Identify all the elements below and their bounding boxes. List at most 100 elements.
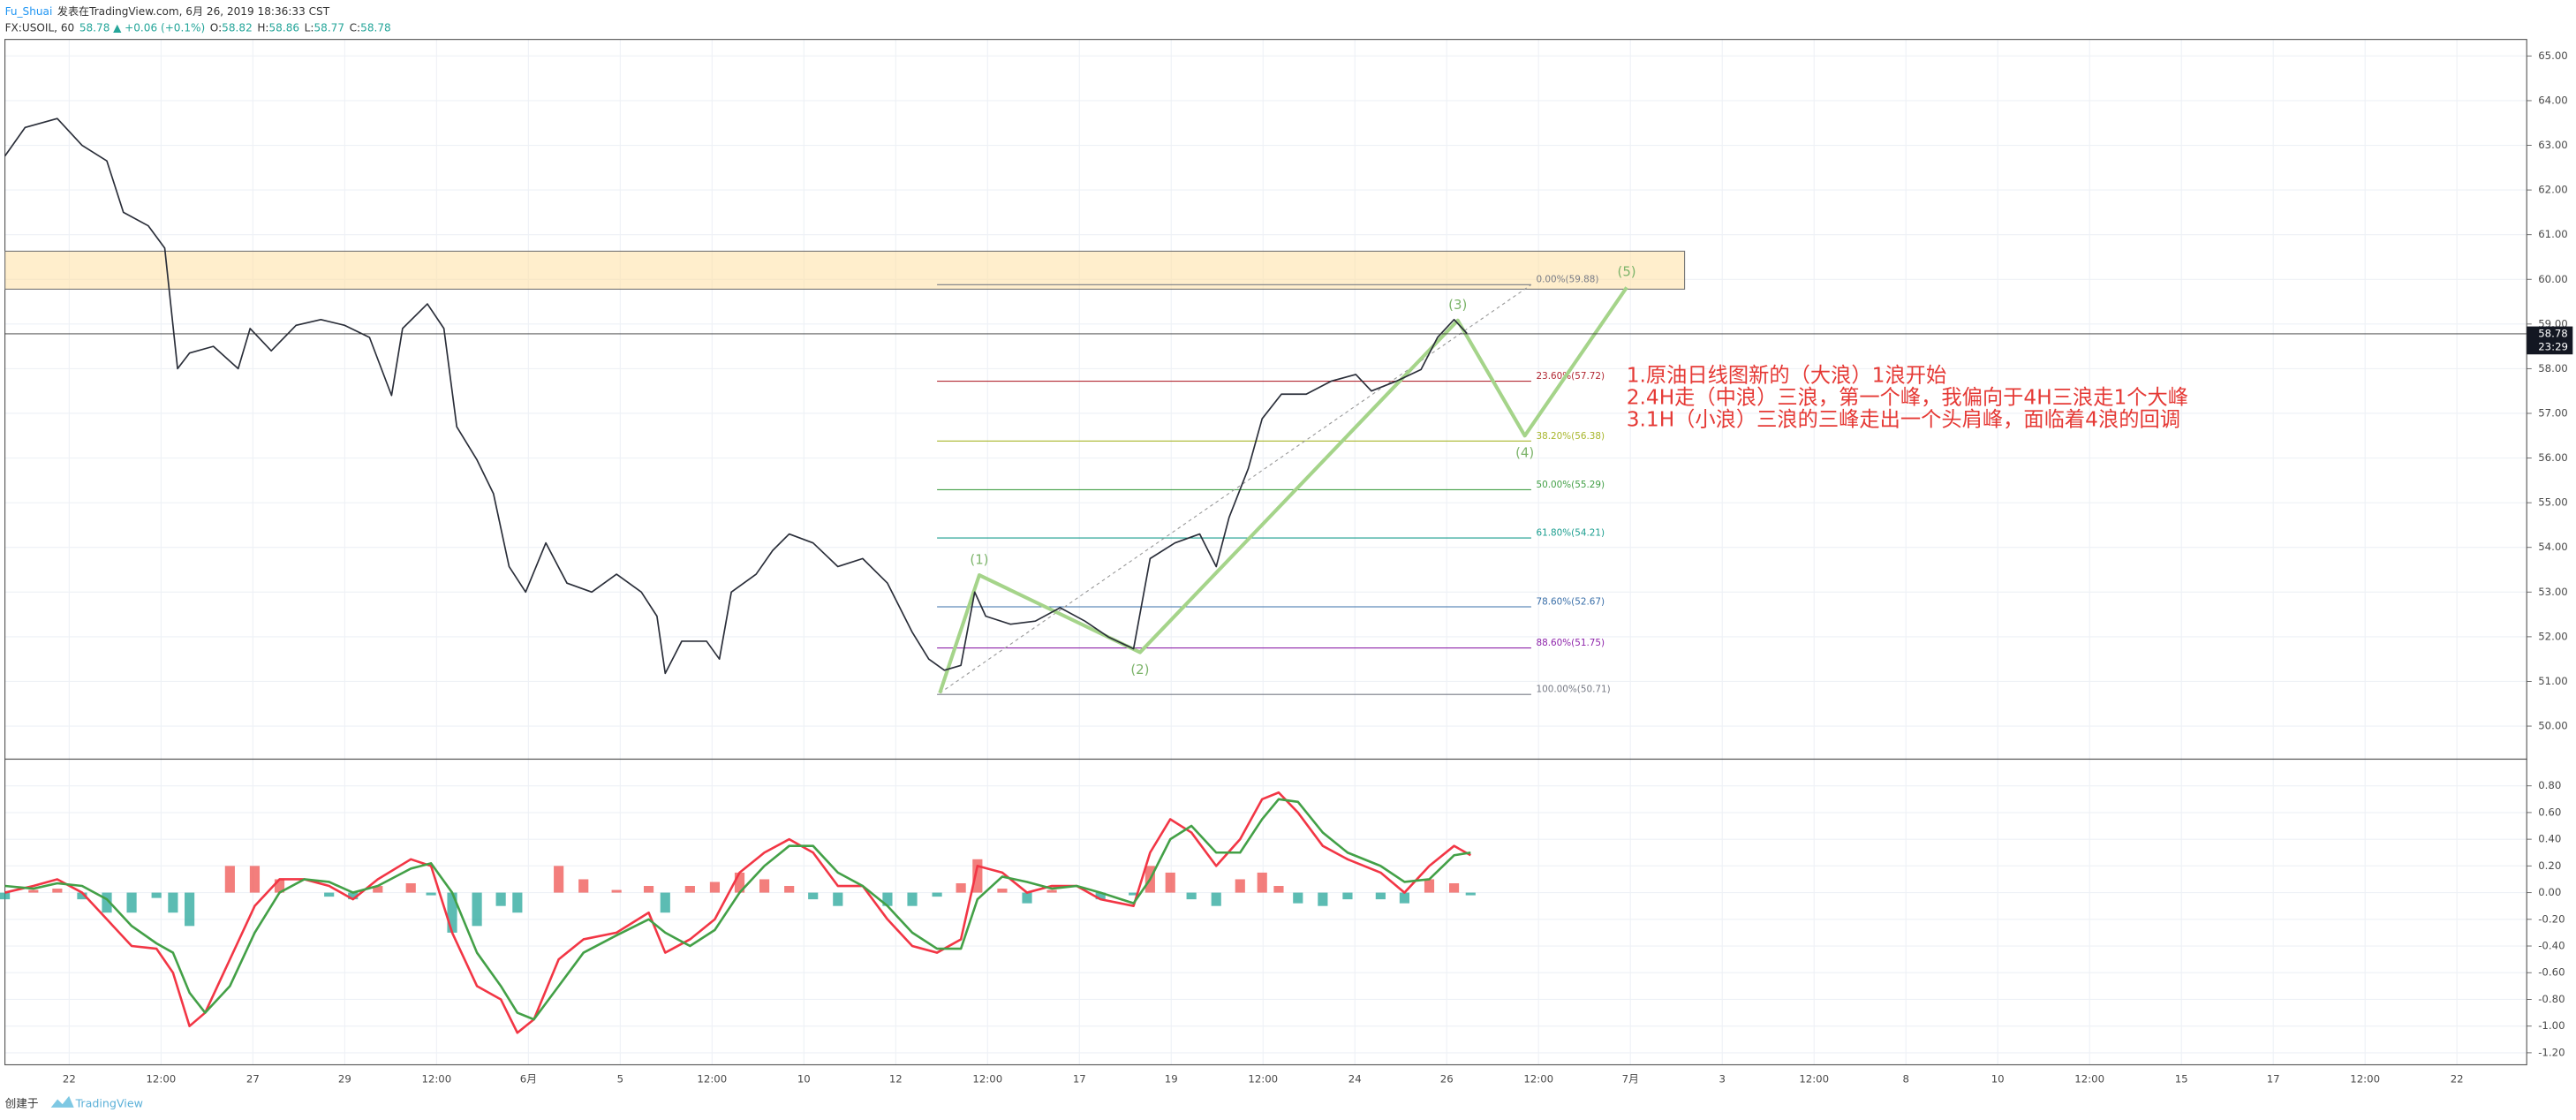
countdown-label: 23:29 — [2538, 340, 2568, 352]
x-tick-label: 22 — [2451, 1073, 2464, 1086]
macd-histogram-bar — [348, 892, 359, 900]
x-tick-label: 5 — [617, 1073, 623, 1086]
x-tick-label: 12:00 — [697, 1073, 727, 1086]
x-tick-label: 19 — [1165, 1073, 1178, 1086]
published: 发表在TradingView.com, 6月 26, 2019 18:36:33… — [57, 4, 330, 18]
y-tick-label: -0.60 — [2538, 966, 2565, 979]
symbol: FX:USOIL, 60 — [5, 21, 75, 34]
macd-histogram-bar — [1318, 892, 1328, 906]
macd-histogram-bar — [1095, 892, 1106, 900]
fib-label: 23.60%(57.72) — [1537, 371, 1605, 382]
x-tick-label: 12:00 — [2074, 1073, 2104, 1086]
wave-label: (2) — [1130, 662, 1149, 677]
x-tick-label: 10 — [1991, 1073, 2005, 1086]
fib-label: 50.00%(55.29) — [1537, 480, 1605, 490]
trend-line — [939, 284, 1532, 694]
y-tick-label: 53.00 — [2538, 586, 2568, 598]
y-tick-label: 52.00 — [2538, 630, 2568, 642]
macd-histogram-bar — [52, 889, 63, 893]
annotation: 3.1H（小浪）三浪的三峰走出一个头肩峰，面临着4浪的回调 — [1627, 408, 2180, 432]
macd-histogram-bar — [956, 882, 966, 893]
x-tick-label: 6月 — [520, 1073, 537, 1086]
y-tick-label: 58.00 — [2538, 362, 2568, 375]
macd-histogram-bar — [426, 892, 436, 896]
macd-histogram-bar — [554, 866, 564, 893]
supply-zone — [4, 250, 1686, 290]
y-tick-label: 50.00 — [2538, 720, 2568, 732]
macd-histogram-bar — [643, 886, 654, 893]
y-tick-label: 62.00 — [2538, 184, 2568, 196]
macd-histogram-bar — [833, 892, 843, 906]
y-tick-label: 54.00 — [2538, 541, 2568, 553]
macd-histogram-bar — [611, 889, 622, 893]
annotation: 1.原油日线图新的（大浪）1浪开始 — [1627, 364, 1946, 388]
x-tick-label: 15 — [2175, 1073, 2188, 1086]
ohlc-value: 58.77 — [314, 21, 344, 34]
macd-histogram-bar — [660, 892, 670, 913]
macd-histogram-bar — [1165, 872, 1175, 893]
y-tick-label: 56.00 — [2538, 451, 2568, 464]
macd-histogram-bar — [1424, 879, 1435, 893]
x-tick-label: 12:00 — [1799, 1073, 1829, 1086]
x-tick-label: 12:00 — [146, 1073, 176, 1086]
macd-histogram-bar — [709, 882, 721, 893]
author: Fu_Shuai — [5, 5, 53, 18]
macd-histogram-bar — [1448, 882, 1460, 893]
x-tick-label: 7月 — [1622, 1073, 1639, 1086]
x-tick-label: 10 — [797, 1073, 811, 1086]
y-tick-label: 0.20 — [2538, 859, 2561, 872]
macd-histogram-bar — [1186, 892, 1197, 900]
macd-histogram-bar — [77, 892, 87, 900]
y-tick-label: -1.20 — [2538, 1046, 2565, 1058]
y-tick-label: 57.00 — [2538, 406, 2568, 419]
y-tick-label: 63.00 — [2538, 139, 2568, 151]
macd-histogram-bar — [997, 889, 1008, 893]
y-tick-label: 0.00 — [2538, 886, 2561, 898]
x-tick-label: 12:00 — [1248, 1073, 1278, 1086]
x-tick-label: 12:00 — [2350, 1073, 2380, 1086]
macd-histogram-bar — [784, 886, 795, 893]
x-tick-label: 12 — [889, 1073, 903, 1086]
x-tick-label: 17 — [2267, 1073, 2280, 1086]
macd-histogram-bar — [28, 889, 39, 893]
fib-label: 0.00%(59.88) — [1537, 275, 1599, 285]
macd-histogram-bar — [0, 892, 11, 900]
macd-histogram-bar — [1046, 889, 1057, 893]
annotation: 2.4H走（中浪）三浪，第一个峰，我偏向于4H三浪走1个大峰 — [1627, 386, 2188, 410]
macd-histogram-bar — [224, 866, 235, 893]
fib-label: 100.00%(50.71) — [1537, 685, 1611, 695]
macd-histogram-bar — [808, 892, 819, 900]
macd-histogram-bar — [102, 892, 112, 913]
arrow: ▲ — [113, 21, 122, 34]
macd-histogram-bar — [1273, 886, 1284, 893]
wave-line — [938, 286, 1628, 694]
macd-histogram-bar — [249, 866, 261, 893]
ohlc-value: 58.86 — [269, 21, 300, 34]
header-line-1: Fu_Shuai 发表在TradingView.com, 6月 26, 2019 … — [5, 4, 330, 18]
macd-histogram-bar — [972, 859, 983, 893]
macd-histogram-bar — [373, 886, 383, 893]
ohlc-key: C: — [350, 21, 361, 34]
ohlc-value: 58.82 — [222, 21, 253, 34]
macd-line — [4, 791, 1471, 1034]
fib-label: 88.60%(51.75) — [1537, 638, 1605, 648]
last-price-label: 58.78 — [2538, 327, 2568, 339]
header-line-2: FX:USOIL, 60 58.78 ▲ +0.06 (+0.1%) O:58.82 H:… — [5, 21, 391, 34]
ohlc-value: 58.78 — [360, 21, 391, 34]
macd-histogram-bar — [512, 892, 523, 913]
x-tick-label: 24 — [1348, 1073, 1362, 1086]
ohlc-key: O: — [210, 21, 222, 34]
ohlc-key: L: — [305, 21, 314, 34]
macd-histogram-bar — [185, 892, 195, 927]
macd-histogram-bar — [1465, 892, 1476, 896]
y-tick-label: -1.00 — [2538, 1019, 2565, 1032]
y-tick-label: 51.00 — [2538, 675, 2568, 687]
x-tick-label: 8 — [1902, 1073, 1908, 1086]
macd-histogram-bar — [684, 886, 695, 893]
macd-histogram-bar — [932, 892, 942, 897]
macd-histogram-bar — [882, 892, 893, 906]
macd-histogram-bar — [734, 872, 745, 893]
macd-histogram-bar — [324, 892, 335, 897]
macd-histogram-bar — [126, 892, 137, 913]
